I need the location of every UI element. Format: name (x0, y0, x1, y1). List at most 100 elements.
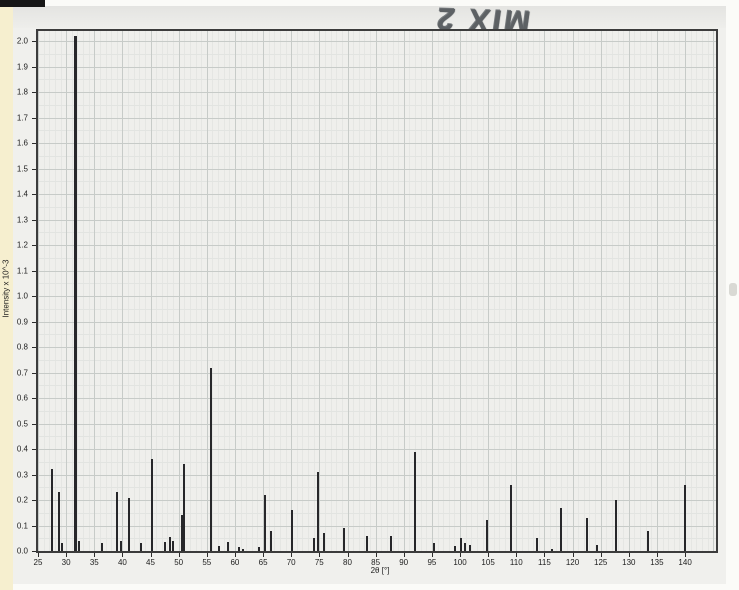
gridline-minor-vertical (583, 31, 585, 551)
diffraction-peak (258, 547, 261, 551)
diffraction-peak (615, 500, 618, 551)
x-tick-label: 140 (678, 558, 692, 567)
x-tick-label: 25 (33, 558, 43, 567)
y-tick-label: 0.0 (16, 546, 28, 556)
gridline-horizontal (38, 321, 716, 323)
gridline-minor-vertical (111, 31, 113, 551)
gridline-minor-horizontal (38, 410, 716, 412)
x-tick-label: 95 (427, 558, 437, 567)
diffraction-peak (646, 530, 649, 551)
diffraction-peak (433, 543, 436, 551)
x-tick-mark (375, 553, 377, 557)
diffraction-peak (469, 544, 472, 551)
diffraction-peak (453, 545, 456, 551)
gridline-horizontal (38, 194, 716, 196)
gridline-minor-vertical (358, 31, 360, 551)
gridline-minor-vertical (561, 31, 563, 551)
y-tick-mark (32, 525, 36, 527)
gridline-minor-vertical (617, 31, 619, 551)
gridline-vertical (403, 31, 405, 551)
y-tick-label: 2.0 (16, 36, 28, 46)
diffraction-peak (464, 543, 467, 551)
diffraction-peak (227, 542, 230, 551)
gridline-minor-vertical (184, 31, 186, 551)
gridline-minor-vertical (392, 31, 394, 551)
x-tick-mark (94, 553, 96, 557)
x-tick-label: 75 (314, 558, 324, 567)
gridline-horizontal (38, 245, 716, 247)
y-tick-label: 1.0 (16, 291, 28, 301)
y-tick-mark (32, 245, 36, 247)
diffraction-peak (535, 538, 538, 551)
x-tick-mark (263, 553, 265, 557)
y-tick-mark (32, 500, 36, 501)
x-tick-mark (600, 553, 602, 557)
gridline-minor-vertical (409, 31, 411, 551)
x-tick-mark (544, 553, 546, 557)
gridline-minor-vertical (302, 31, 304, 551)
y-tick-mark (32, 372, 36, 374)
gridline-horizontal (38, 168, 716, 170)
x-tick-label: 130 (622, 558, 636, 567)
gridline-minor-vertical (679, 31, 681, 551)
gridline-minor-horizontal (38, 436, 716, 438)
y-tick-mark (32, 347, 36, 349)
diffraction-peak (183, 464, 186, 551)
gridline-minor-vertical (49, 31, 51, 551)
gridline-vertical (38, 31, 39, 551)
gridline-minor-vertical (353, 31, 355, 551)
gridline-minor-vertical (550, 31, 551, 551)
x-tick-mark (291, 553, 293, 557)
x-axis-title: 2θ [°] (370, 566, 390, 575)
diffraction-peak (127, 497, 130, 551)
gridline-minor-vertical (336, 31, 338, 551)
x-tick-label: 40 (117, 558, 127, 567)
gridline-vertical (375, 31, 377, 551)
gridline-minor-horizontal (38, 461, 716, 463)
x-tick-mark (685, 553, 687, 557)
x-tick-label: 60 (230, 558, 240, 567)
gridline-vertical (263, 31, 265, 551)
gridline-minor-vertical (645, 31, 647, 551)
diffraction-peak (264, 494, 267, 551)
gridline-minor-vertical (133, 31, 135, 551)
gridline-horizontal (38, 347, 716, 349)
plot-area (38, 31, 716, 551)
gridline-minor-vertical (701, 31, 703, 551)
gridline-minor-vertical (105, 31, 107, 551)
y-tick-label: 0.7 (16, 368, 28, 378)
x-tick-mark (656, 553, 658, 557)
gridline-minor-vertical (696, 31, 698, 551)
gridline-minor-horizontal (38, 257, 716, 259)
y-tick-label: 1.6 (16, 138, 28, 148)
gridline-minor-horizontal (38, 487, 716, 489)
x-tick-label: 65 (258, 558, 268, 567)
gridline-minor-horizontal (38, 359, 716, 361)
y-tick-label: 0.9 (16, 317, 28, 327)
gridline-minor-vertical (707, 31, 709, 551)
y-tick-label: 0.5 (16, 419, 28, 428)
diffraction-peak (342, 528, 345, 551)
x-tick-mark (488, 553, 490, 557)
gridline-vertical (713, 31, 715, 551)
gridline-minor-vertical (99, 31, 101, 551)
gridline-minor-vertical (88, 31, 90, 551)
gridline-minor-vertical (589, 31, 591, 551)
gridline-vertical (431, 31, 433, 551)
gridline-minor-vertical (308, 31, 310, 551)
x-tick-mark (403, 553, 405, 557)
gridline-horizontal (38, 398, 716, 400)
gridline-minor-horizontal (38, 308, 716, 310)
gridline-minor-vertical (420, 31, 422, 551)
gridline-minor-vertical (325, 31, 326, 551)
y-tick-mark (32, 117, 36, 119)
x-tick-label: 90 (399, 558, 409, 567)
gridline-minor-vertical (606, 31, 608, 551)
diffraction-peak (269, 530, 272, 551)
x-tick-mark (628, 553, 630, 557)
gridline-minor-vertical (538, 31, 540, 551)
gridline-minor-vertical (668, 31, 670, 551)
gridline-minor-vertical (555, 31, 557, 551)
gridline-minor-vertical (527, 31, 529, 551)
y-tick-mark (32, 143, 36, 145)
